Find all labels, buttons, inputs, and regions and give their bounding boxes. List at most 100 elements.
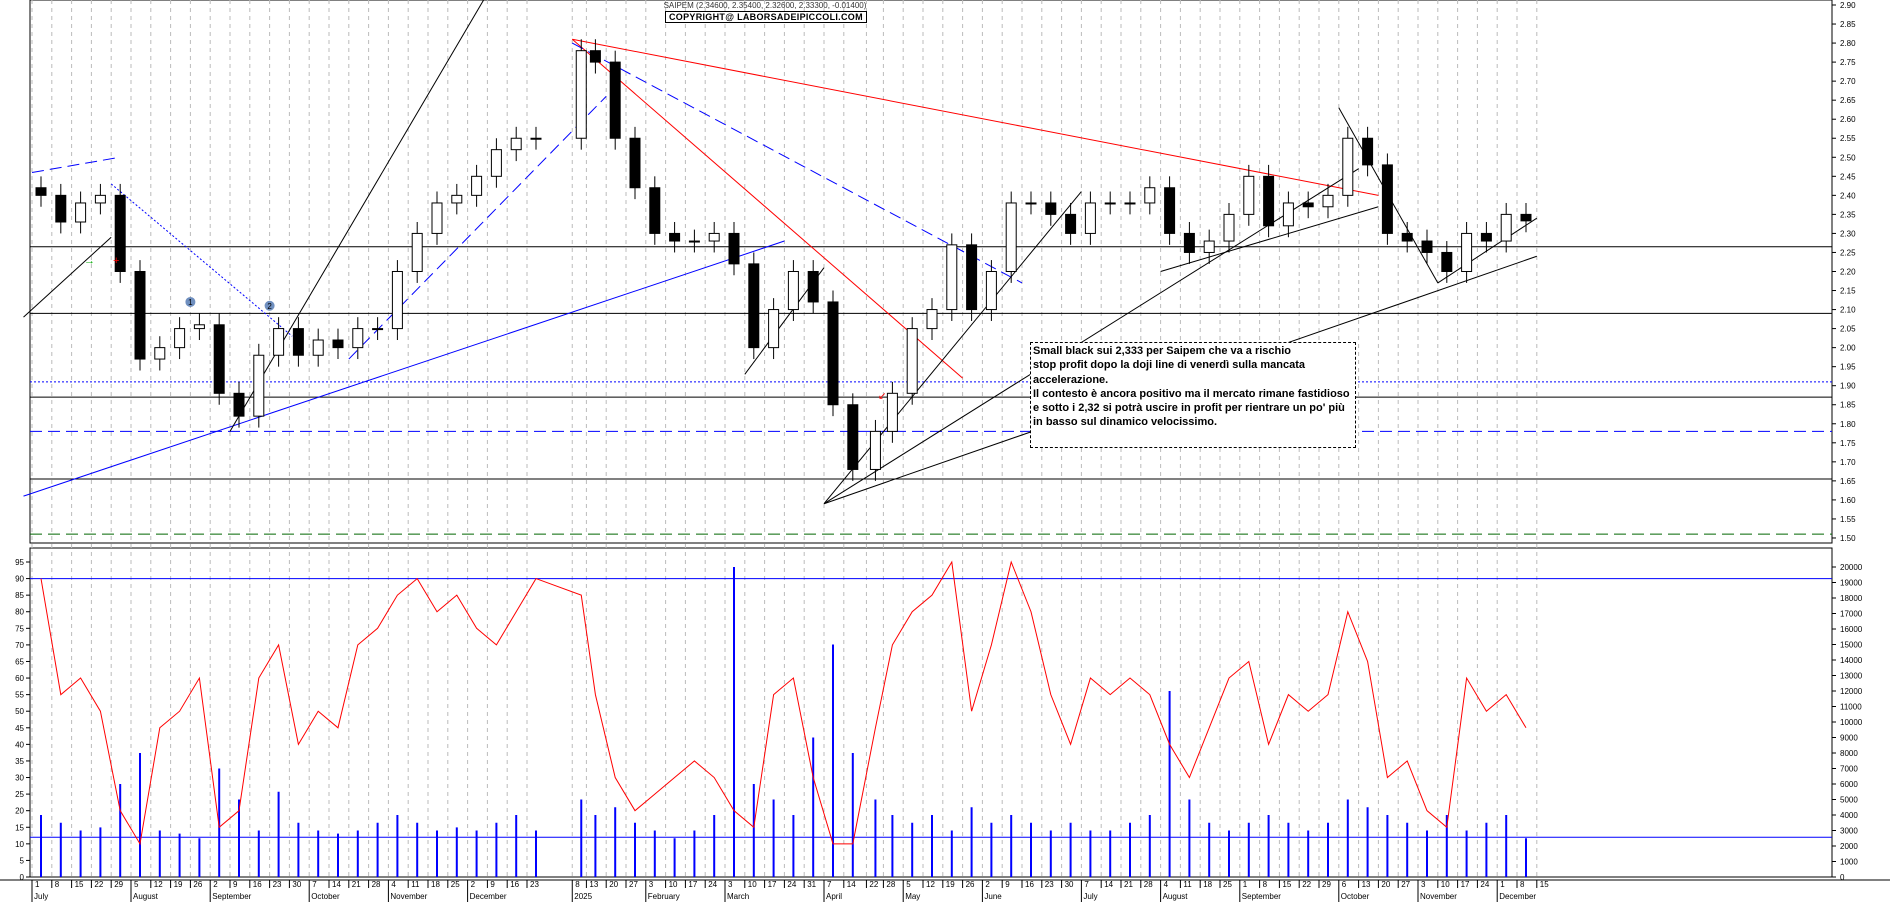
date-tick-label: 5: [906, 880, 911, 889]
candle-body: [669, 232, 681, 242]
date-tick-label: 1: [1243, 880, 1248, 889]
date-tick-label: 8: [55, 880, 60, 889]
candle-body: [1183, 232, 1195, 253]
candle-body: [869, 430, 881, 470]
oscillator-tick-label: 15: [15, 823, 24, 832]
candle-body: [1025, 202, 1037, 205]
volume-bar: [950, 830, 953, 877]
price-tick-label: 2.25: [1840, 248, 1856, 257]
volume-bar: [119, 784, 122, 877]
date-tick-label: 16: [510, 880, 519, 889]
candle-body: [1480, 232, 1492, 242]
candle-body: [827, 301, 839, 406]
volume-bar: [455, 827, 458, 877]
candle-body: [609, 61, 621, 139]
candle-body: [411, 232, 423, 272]
oscillator-tick-label: 60: [15, 674, 24, 683]
price-tick-label: 2.55: [1840, 134, 1856, 143]
oscillator-tick-label: 5: [20, 856, 25, 865]
date-tick-label: 14: [847, 880, 856, 889]
date-tick-label: 22: [1302, 880, 1311, 889]
date-tick-label: 20: [609, 880, 618, 889]
volume-bar: [158, 830, 161, 877]
volume-bar: [1168, 691, 1171, 877]
candle-body: [510, 137, 522, 151]
candle-body: [1500, 213, 1512, 242]
oscillator-tick-label: 50: [15, 707, 24, 716]
date-tick-label: 27: [1401, 880, 1410, 889]
price-tick-label: 2.40: [1840, 191, 1856, 200]
date-tick-label: 1: [1500, 880, 1505, 889]
oscillator-tick-label: 10: [15, 840, 24, 849]
volume-tick-label: 2000: [1840, 842, 1858, 851]
volume-bar: [874, 799, 877, 877]
oscillator-tick-label: 65: [15, 657, 24, 666]
volume-bar: [178, 833, 181, 877]
candle-body: [985, 270, 997, 311]
marker-label: 2: [267, 302, 272, 311]
price-tick-label: 2.05: [1840, 325, 1856, 334]
month-label: June: [984, 892, 1002, 901]
date-tick-label: 28: [1144, 880, 1153, 889]
trendline: [31, 156, 120, 174]
annotation-line: stop profit dopo la doji line di venerdì…: [1033, 359, 1305, 372]
oscillator-line: [40, 560, 1527, 846]
date-tick-label: 24: [787, 880, 796, 889]
date-tick-label: 24: [708, 880, 717, 889]
price-tick-label: 1.95: [1840, 363, 1856, 372]
date-tick-label: 9: [490, 880, 495, 889]
price-tick-label: 1.80: [1840, 420, 1856, 429]
date-tick-label: 20: [1381, 880, 1390, 889]
volume-bar: [1188, 799, 1191, 877]
volume-bar: [1287, 822, 1290, 877]
date-tick-label: 8: [1263, 880, 1268, 889]
price-tick-label: 1.65: [1840, 477, 1856, 486]
month-label: March: [727, 892, 749, 901]
volume-tick-label: 11000: [1840, 703, 1862, 712]
oscillator-tick-label: 55: [15, 691, 24, 700]
date-tick-label: 17: [1461, 880, 1470, 889]
volume-bar: [317, 830, 320, 877]
date-tick-label: 13: [589, 880, 598, 889]
candle-body: [1322, 194, 1334, 208]
candle-body: [575, 50, 587, 139]
trendline: [23, 236, 112, 318]
volume-bar: [1346, 799, 1349, 877]
candle-body: [134, 270, 146, 360]
volume-tick-label: 12000: [1840, 687, 1863, 696]
month-label: 2025: [574, 892, 592, 901]
volume-bar: [990, 822, 993, 877]
marker-label: 1: [188, 298, 193, 307]
date-tick-label: 14: [332, 880, 341, 889]
volume-bar: [257, 830, 260, 877]
date-tick-label: 15: [1282, 880, 1291, 889]
copyright-label: COPYRIGHT@ LABORSADEIPICCOLI.COM: [665, 11, 867, 23]
date-tick-label: 2: [985, 880, 990, 889]
volume-bar: [139, 753, 141, 877]
oscillator-tick-label: 85: [15, 591, 24, 600]
date-tick-label: 27: [629, 880, 638, 889]
chart-title: SAIPEM (2.34600, 2.35400, 2.32600, 2.333…: [663, 1, 867, 10]
volume-bar: [535, 830, 537, 877]
volume-bar: [653, 830, 656, 877]
candle-body: [886, 392, 898, 432]
candle-body: [1362, 137, 1374, 166]
candle-body: [35, 187, 47, 196]
date-tick-label: 7: [312, 880, 317, 889]
month-label: August: [1163, 892, 1189, 901]
price-tick-label: 2.85: [1840, 20, 1856, 29]
candle-body: [688, 240, 700, 243]
volume-bar: [436, 830, 438, 877]
annotation-line: e sotto i 2,32 si potrà uscire in profit…: [1033, 402, 1345, 415]
oscillator-tick-label: 45: [15, 724, 24, 733]
volume-tick-label: 5000: [1840, 796, 1858, 805]
date-tick-label: 16: [253, 880, 262, 889]
price-tick-label: 2.50: [1840, 153, 1856, 162]
oscillator-tick-label: 95: [15, 558, 24, 567]
volume-bar: [218, 768, 221, 877]
volume-bar: [851, 753, 854, 877]
marker-circle-icon: [185, 296, 196, 307]
annotation-box: Small black sui 2,333 per Saipem che va …: [1030, 342, 1356, 448]
volume-tick-label: 7000: [1840, 765, 1858, 774]
volume-tick-label: 9000: [1840, 734, 1858, 743]
